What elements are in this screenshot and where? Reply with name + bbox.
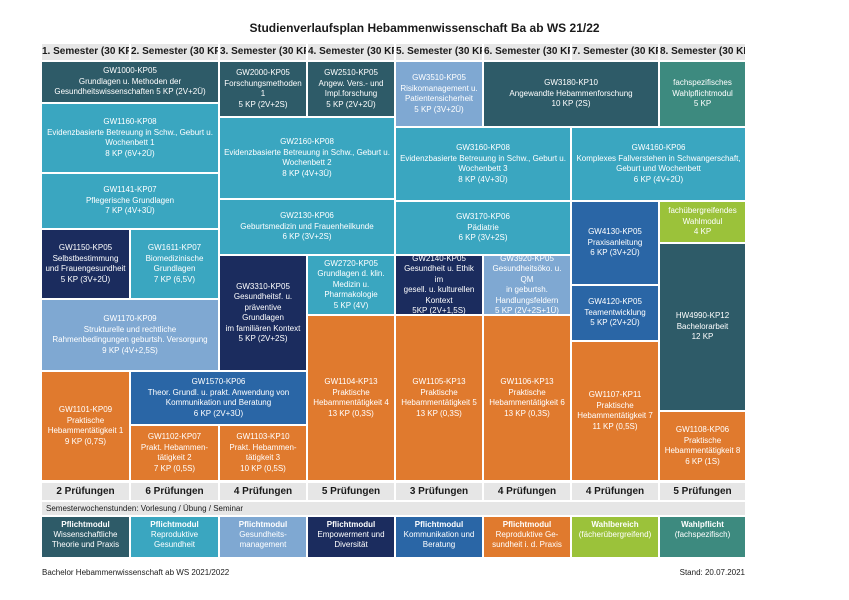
- module-gw1170: GW1170-KP09 Strukturelle und rechtliche …: [42, 300, 218, 370]
- exam-count: 5 Prüfungen: [308, 483, 394, 500]
- exam-count: 4 Prüfungen: [484, 483, 570, 500]
- module-gw2510: GW2510-KP05 Angew. Vers.- und Impl.forsc…: [308, 62, 394, 116]
- module-gw3510: GW3510-KP05 Risikomanagement u. Patiente…: [396, 62, 482, 126]
- module-gw1150: GW1150-KP05 Selbstbestimmung und Fraueng…: [42, 230, 129, 298]
- semester-header: 4. Semester (30 KP): [308, 44, 394, 60]
- module-gw1106: GW1106-KP13 Praktische Hebammentätigkeit…: [484, 316, 570, 480]
- legend-item: Pflichtmodul Reproduktive Ge- sundheit i.…: [484, 517, 570, 557]
- module-gw4120: GW4120-KP05 Teamentwicklung 5 KP (2V+2Ü): [572, 286, 658, 340]
- module-gw1160: GW1160-KP08 Evidenzbasierte Betreuung in…: [42, 104, 218, 172]
- page-title: Studienverlaufsplan Hebammenwissenschaft…: [249, 21, 600, 35]
- module-gw4130: GW4130-KP05 Praxisanleitung 6 KP (3V+2Ü): [572, 202, 658, 284]
- module-gw3160: GW3160-KP08 Evidenzbasierte Betreuung in…: [396, 128, 570, 200]
- module-gw1107: GW1107-KP11 Praktische Hebammentätigkeit…: [572, 342, 658, 480]
- legend-item: Pflichtmodul Wissenschaftliche Theorie un…: [42, 517, 129, 557]
- exam-count: 4 Prüfungen: [572, 483, 658, 500]
- module-gw1104: GW1104-KP13 Praktische Hebammentätigkeit…: [308, 316, 394, 480]
- semester-header: 3. Semester (30 KP): [220, 44, 306, 60]
- module-gw1141: GW1141-KP07 Pflegerische Grundlagen 7 KP…: [42, 174, 218, 228]
- module-gw1570: GW1570-KP06 Theor. Grundl. u. prakt. Anw…: [131, 372, 306, 424]
- exam-count: 6 Prüfungen: [131, 483, 218, 500]
- module-gw1101: GW1101-KP09 Praktische Hebammentätigkeit…: [42, 372, 129, 480]
- module-gw2720: GW2720-KP05 Grundlagen d. klin. Medizin …: [308, 256, 394, 314]
- module-gw2160: GW2160-KP08 Evidenzbasierte Betreuung in…: [220, 118, 394, 198]
- sws-legend: Semesterwochenstunden: Vorlesung / Übung…: [42, 502, 745, 515]
- module-gw1102: GW1102-KP07 Prakt. Hebammen- tätigkeit 2…: [131, 426, 218, 480]
- legend-item: Pflichtmodul Empowerment und Diversität: [308, 517, 394, 557]
- legend-item: Pflichtmodul Kommunikation und Beratung: [396, 517, 482, 557]
- module-wahlmodul: fachübergreifendes Wahlmodul 4 KP: [660, 202, 745, 242]
- module-gw1105: GW1105-KP13 Praktische Hebammentätigkeit…: [396, 316, 482, 480]
- module-gw1611: GW1611-KP07 Biomedizinische Grundlagen 7…: [131, 230, 218, 298]
- module-gw2000: GW2000-KP05 Forschungsmethoden 1 5 KP (2…: [220, 62, 306, 116]
- semester-header: 8. Semester (30 KP): [660, 44, 745, 60]
- module-gw3180: GW3180-KP10 Angewandte Hebammenforschung…: [484, 62, 658, 126]
- exam-count: 2 Prüfungen: [42, 483, 129, 500]
- semester-header: 7. Semester (30 KP): [572, 44, 658, 60]
- module-gw2140: GW2140-KP05 Gesundheit u. Ethik im gesel…: [396, 256, 482, 314]
- exam-count: 5 Prüfungen: [660, 483, 745, 500]
- legend-item: Pflichtmodul Gesundheits- management: [220, 517, 306, 557]
- module-gw3310: GW3310-KP05 Gesundheitsf. u. präventive …: [220, 256, 306, 370]
- legend-item: Wahlbereich (fächerübergreifend): [572, 517, 658, 557]
- module-wahlpflicht: fachspezifisches Wahlpflichtmodul 5 KP: [660, 62, 745, 126]
- legend-item: Wahlpflicht (fachspezifisch): [660, 517, 745, 557]
- module-gw4160: GW4160-KP06 Komplexes Fallverstehen in S…: [572, 128, 745, 200]
- semester-header: 1. Semester (30 KP): [42, 44, 129, 60]
- exam-count: 4 Prüfungen: [220, 483, 306, 500]
- module-bachelorarbeit: HW4990-KP12 Bachelorarbeit 12 KP: [660, 244, 745, 410]
- module-gw2130: GW2130-KP06 Geburtsmedizin und Frauenhei…: [220, 200, 394, 254]
- exam-count: 3 Prüfungen: [396, 483, 482, 500]
- footer-right: Stand: 20.07.2021: [679, 568, 745, 577]
- module-gw3920: GW3920-KP05 Gesundheitsöko. u. QM in geb…: [484, 256, 570, 314]
- module-gw1000: GW1000-KP05 Grundlagen u. Methoden der G…: [42, 62, 218, 102]
- legend-item: Pflichtmodul Reproduktive Gesundheit: [131, 517, 218, 557]
- module-gw1108: GW1108-KP06 Praktische Hebammentätigkeit…: [660, 412, 745, 480]
- module-gw1103: GW1103-KP10 Prakt. Hebammen- tätigkeit 3…: [220, 426, 306, 480]
- semester-header: 6. Semester (30 KP): [484, 44, 570, 60]
- footer-left: Bachelor Hebammenwissenschaft ab WS 2021…: [42, 568, 230, 577]
- semester-header: 5. Semester (30 KP): [396, 44, 482, 60]
- module-gw3170: GW3170-KP06 Pädiatrie 6 KP (3V+2S): [396, 202, 570, 254]
- semester-header: 2. Semester (30 KP): [131, 44, 218, 60]
